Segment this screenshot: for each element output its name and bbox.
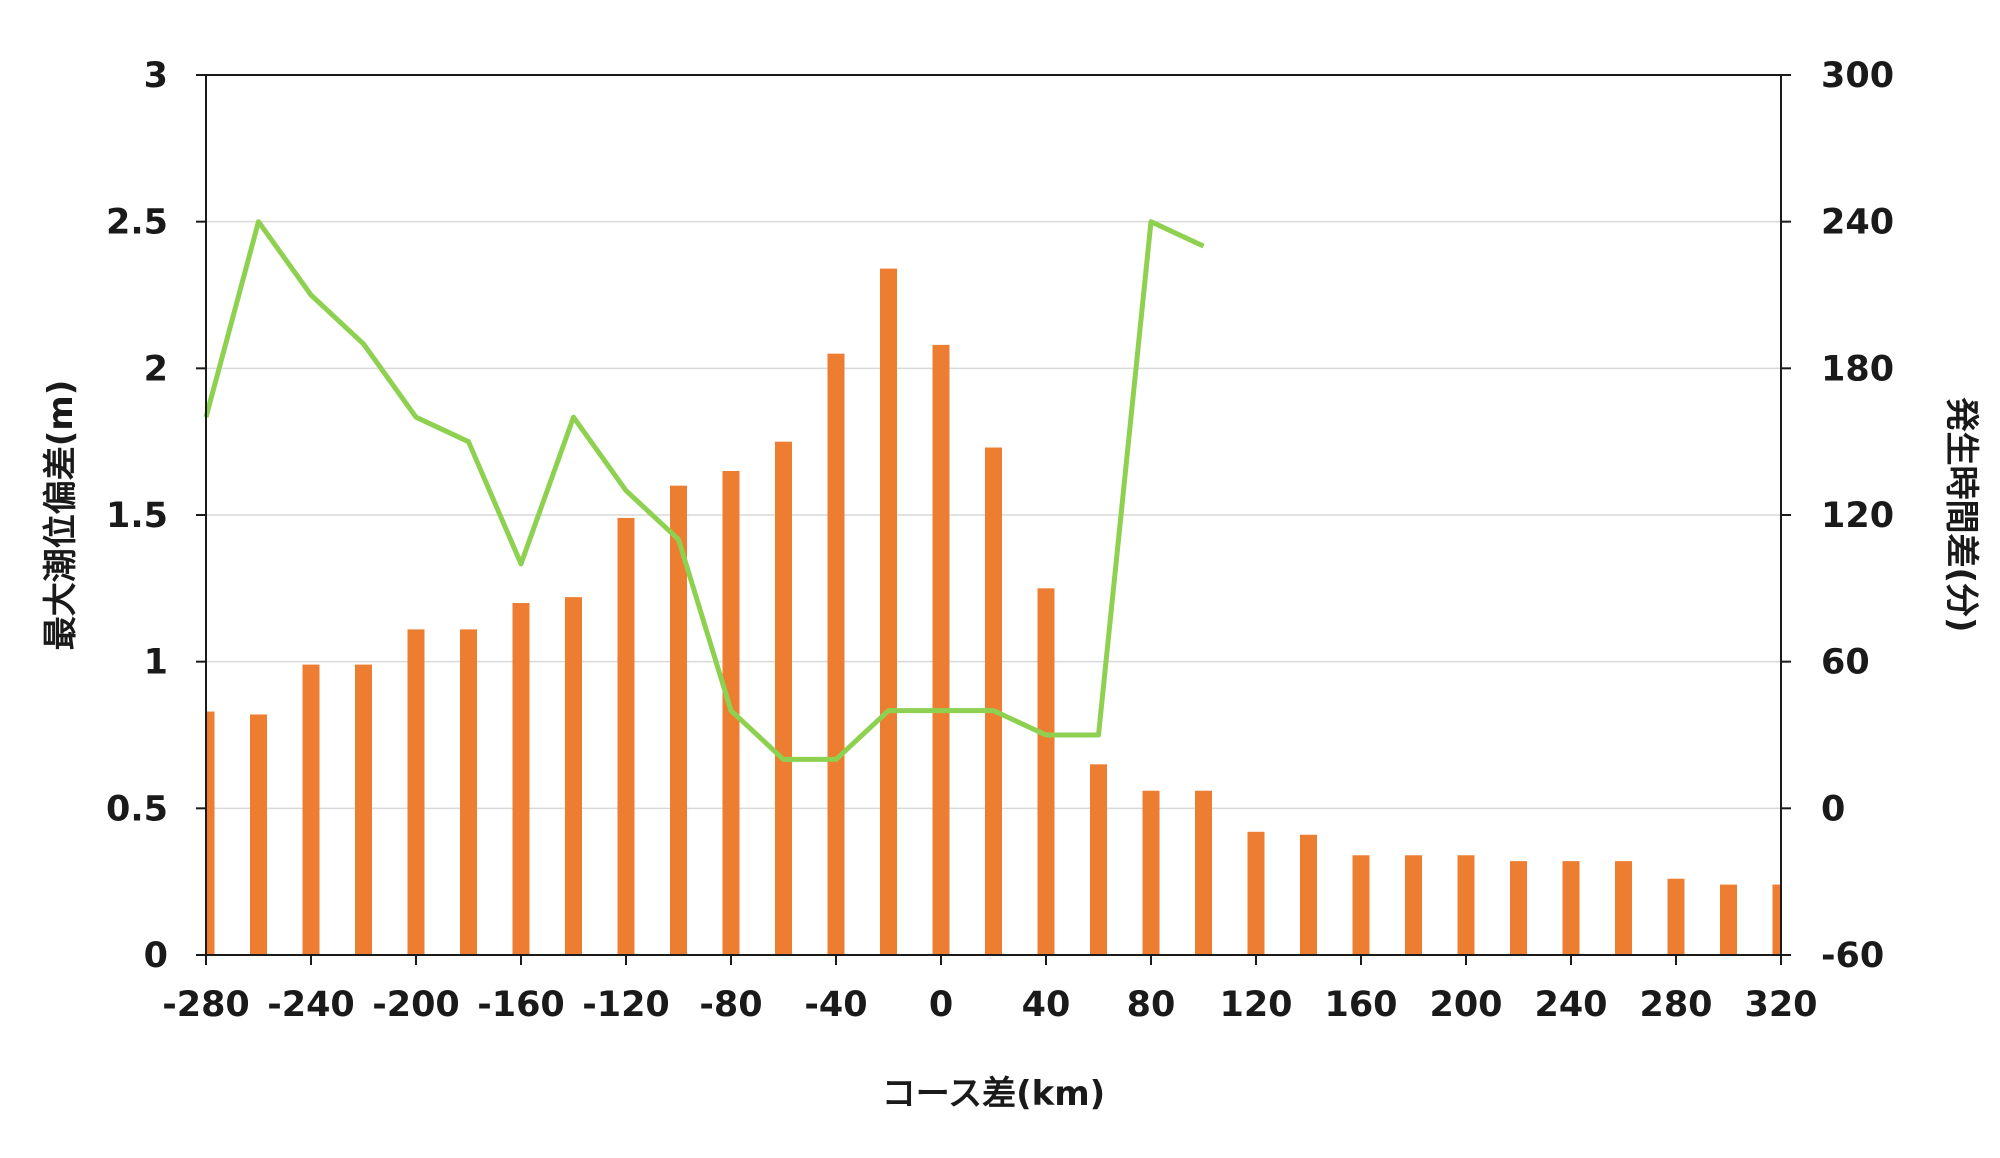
bar bbox=[206, 711, 215, 955]
bar bbox=[1352, 855, 1370, 955]
bar bbox=[617, 517, 635, 955]
bar-series bbox=[206, 268, 1781, 956]
bar bbox=[880, 268, 897, 956]
x-tick-label: 280 bbox=[1639, 985, 1712, 1025]
right-y-tick-label: 0 bbox=[1821, 789, 1845, 829]
line-series bbox=[203, 219, 1205, 762]
bar bbox=[512, 603, 530, 955]
left-y-tick-label: 2.5 bbox=[106, 203, 168, 243]
axes bbox=[196, 74, 1791, 965]
bar bbox=[1195, 790, 1212, 955]
bar bbox=[1615, 861, 1632, 955]
x-tick-label: 0 bbox=[929, 985, 953, 1025]
x-axis-title: コース差(km) bbox=[882, 1074, 1105, 1114]
bar bbox=[302, 664, 320, 955]
bar bbox=[1562, 861, 1580, 955]
x-tick-label: -160 bbox=[477, 985, 565, 1025]
x-tick-label: 160 bbox=[1324, 985, 1397, 1025]
right-y-tick-label: 240 bbox=[1821, 203, 1894, 243]
x-tick-label: -120 bbox=[582, 985, 670, 1025]
bar bbox=[1037, 588, 1055, 955]
x-tick-label: 40 bbox=[1022, 985, 1071, 1025]
bar bbox=[670, 485, 687, 955]
bar bbox=[250, 714, 267, 955]
bar bbox=[1720, 884, 1737, 955]
right-y-tick-label: 60 bbox=[1821, 643, 1870, 683]
right-y-tick-label: 180 bbox=[1821, 349, 1894, 389]
bar bbox=[1405, 855, 1422, 955]
x-tick-label: 120 bbox=[1219, 985, 1292, 1025]
left-y-tick-label: 1.5 bbox=[106, 496, 168, 536]
left-y-tick-label: 0 bbox=[144, 936, 168, 976]
bar bbox=[355, 664, 372, 955]
bar bbox=[1667, 878, 1685, 955]
bar bbox=[775, 441, 792, 956]
x-tick-label: -200 bbox=[372, 985, 460, 1025]
bar bbox=[460, 629, 477, 955]
bar bbox=[407, 629, 425, 955]
bar bbox=[1247, 831, 1265, 955]
left-y-tick-label: 2 bbox=[144, 349, 168, 389]
x-tick-label: -240 bbox=[267, 985, 355, 1025]
time-difference-line bbox=[203, 219, 1205, 762]
x-tick-label: -40 bbox=[804, 985, 867, 1025]
left-y-tick-label: 0.5 bbox=[106, 789, 168, 829]
right-y-axis-title: 発生時間差(分) bbox=[1941, 397, 1981, 632]
left-y-tick-label: 1 bbox=[144, 643, 168, 683]
bar bbox=[827, 353, 845, 956]
bar bbox=[1300, 834, 1317, 955]
bar bbox=[932, 344, 950, 955]
x-tick-label: 80 bbox=[1127, 985, 1176, 1025]
bar bbox=[1772, 884, 1781, 955]
bar bbox=[565, 597, 582, 955]
bar bbox=[1457, 855, 1475, 955]
right-y-tick-label: 300 bbox=[1821, 56, 1894, 96]
x-tick-label: 200 bbox=[1429, 985, 1502, 1025]
right-y-tick-label: 120 bbox=[1821, 496, 1894, 536]
bar bbox=[985, 447, 1002, 955]
left-y-axis-title: 最大潮位偏差(m) bbox=[41, 380, 81, 651]
x-tick-label: -80 bbox=[699, 985, 762, 1025]
x-tick-label: 320 bbox=[1744, 985, 1817, 1025]
left-y-tick-label: 3 bbox=[144, 56, 168, 96]
x-tick-label: 240 bbox=[1534, 985, 1607, 1025]
x-tick-label: -280 bbox=[162, 985, 250, 1025]
bar bbox=[1090, 764, 1107, 955]
bar bbox=[1510, 861, 1527, 955]
right-y-tick-label: -60 bbox=[1821, 936, 1884, 976]
bar bbox=[1142, 790, 1160, 955]
